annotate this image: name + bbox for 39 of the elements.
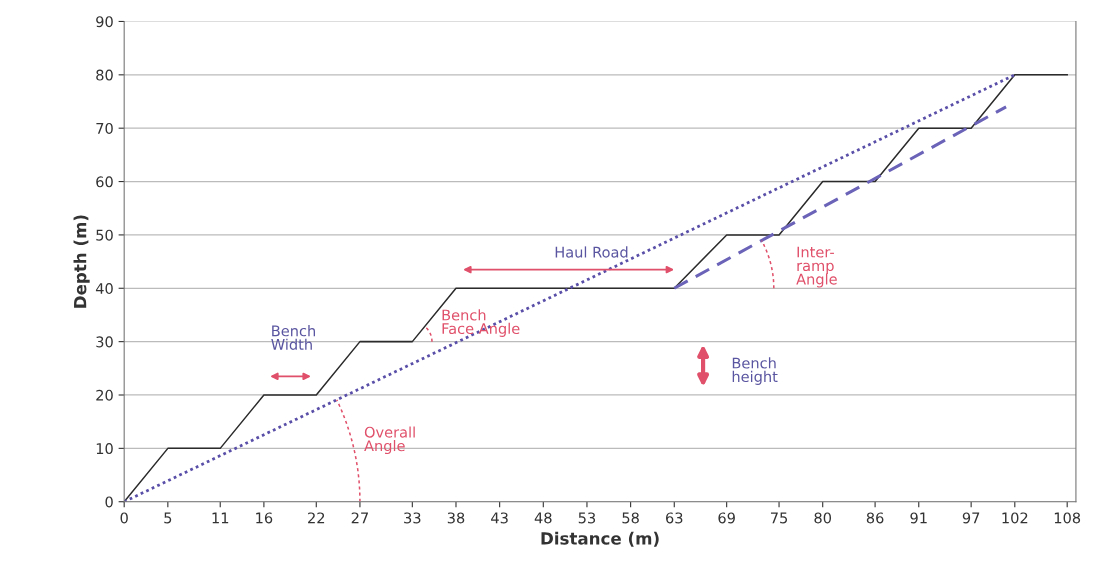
- x-tick-label: 48: [534, 512, 552, 524]
- x-tick-label: 0: [120, 512, 128, 524]
- y-tick-label: 0: [105, 496, 113, 508]
- x-tick-label: 108: [1054, 512, 1081, 524]
- x-tick-label: 33: [404, 512, 421, 524]
- y-tick-label: 20: [96, 389, 113, 401]
- x-tick-label: 80: [814, 512, 832, 524]
- y-tick-label: 30: [96, 336, 113, 348]
- y-tick-label: 10: [96, 443, 113, 455]
- x-tick-label: 91: [910, 512, 927, 524]
- y-tick-label: 80: [96, 69, 113, 81]
- x-tick-label: 69: [718, 512, 735, 524]
- x-axis-title: Distance (m): [541, 531, 659, 547]
- annotation: Bench Face Angle: [442, 309, 520, 337]
- x-tick-label: 53: [578, 512, 596, 524]
- x-tick-label: 63: [666, 512, 683, 524]
- annotation: Inter- ramp Angle: [796, 246, 837, 288]
- x-tick-label: 43: [491, 512, 508, 524]
- x-tick-label: 38: [447, 512, 465, 524]
- annotation: Haul Road: [555, 246, 628, 258]
- y-tick-label: 50: [96, 229, 113, 241]
- y-axis-title: Depth (m): [73, 215, 90, 308]
- x-tick-label: 86: [866, 512, 884, 524]
- x-tick-label: 75: [770, 512, 788, 524]
- x-tick-label: 22: [308, 512, 325, 524]
- x-tick-label: 27: [351, 512, 368, 524]
- x-tick-label: 102: [1002, 512, 1028, 524]
- x-tick-label: 97: [962, 512, 980, 524]
- y-tick-label: 90: [96, 16, 113, 28]
- y-tick-label: 60: [96, 176, 113, 188]
- annotation: Bench height: [732, 357, 778, 385]
- x-tick-label: 5: [164, 512, 172, 524]
- y-tick-label: 70: [96, 122, 113, 134]
- annotation: Overall Angle: [364, 426, 415, 455]
- x-tick-label: 58: [622, 512, 639, 524]
- x-tick-label: 16: [256, 512, 273, 524]
- x-tick-label: 11: [212, 512, 229, 524]
- y-tick-label: 40: [95, 282, 113, 295]
- annotation: Bench Width: [271, 325, 315, 350]
